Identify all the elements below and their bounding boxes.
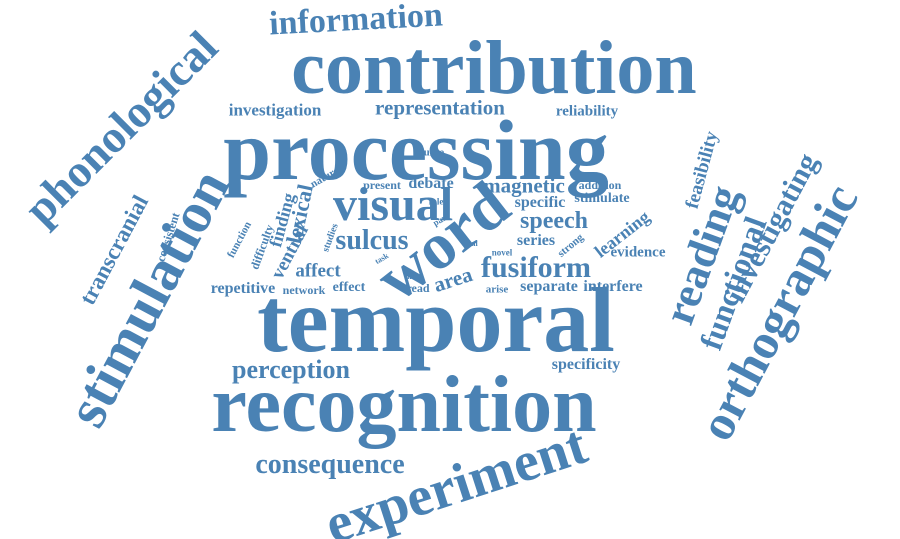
word-consequence: consequence (255, 449, 405, 480)
word-role: role (428, 196, 444, 207)
word-repetitive: repetitive (210, 280, 276, 297)
word-visual: visual (332, 178, 454, 231)
word-novel: novel (491, 247, 513, 258)
word-temporal: temporal (257, 269, 615, 371)
word-fusiform: fusiform (481, 251, 591, 284)
word-affect: affect (295, 260, 341, 282)
word-investigation: investigation (228, 100, 322, 120)
word-stimulate: stimulate (574, 191, 630, 206)
word-effect: effect (332, 280, 366, 295)
word-final: final (462, 239, 478, 248)
word-recognition: recognition (211, 361, 597, 449)
word-evidence: evidence (610, 244, 666, 261)
word-contribution: contribution (291, 26, 697, 110)
word-reliability: reliability (555, 103, 619, 120)
word-time: time (404, 272, 420, 281)
word-speech: speech (520, 208, 588, 234)
word-function: function (225, 219, 255, 260)
word-interfere: interfere (583, 278, 643, 295)
word-read: read (406, 281, 430, 295)
word-processing: processing (223, 102, 609, 198)
word-specificity: specificity (551, 356, 621, 373)
word-network: network (282, 283, 326, 297)
word-perception: perception (232, 355, 350, 384)
word-sulcus: sulcus (335, 225, 409, 256)
word-present: present (363, 178, 401, 192)
word-series: series (516, 232, 556, 249)
word-source: source (413, 146, 445, 159)
word-debate: debate (408, 175, 454, 192)
word-separate: separate (520, 278, 578, 295)
word-specific: specific (514, 194, 566, 211)
word-representation: representation (375, 95, 505, 120)
word-arise: arise (485, 283, 509, 296)
word-addition: addition (578, 178, 622, 192)
word-magnetic: magnetic (483, 173, 565, 198)
